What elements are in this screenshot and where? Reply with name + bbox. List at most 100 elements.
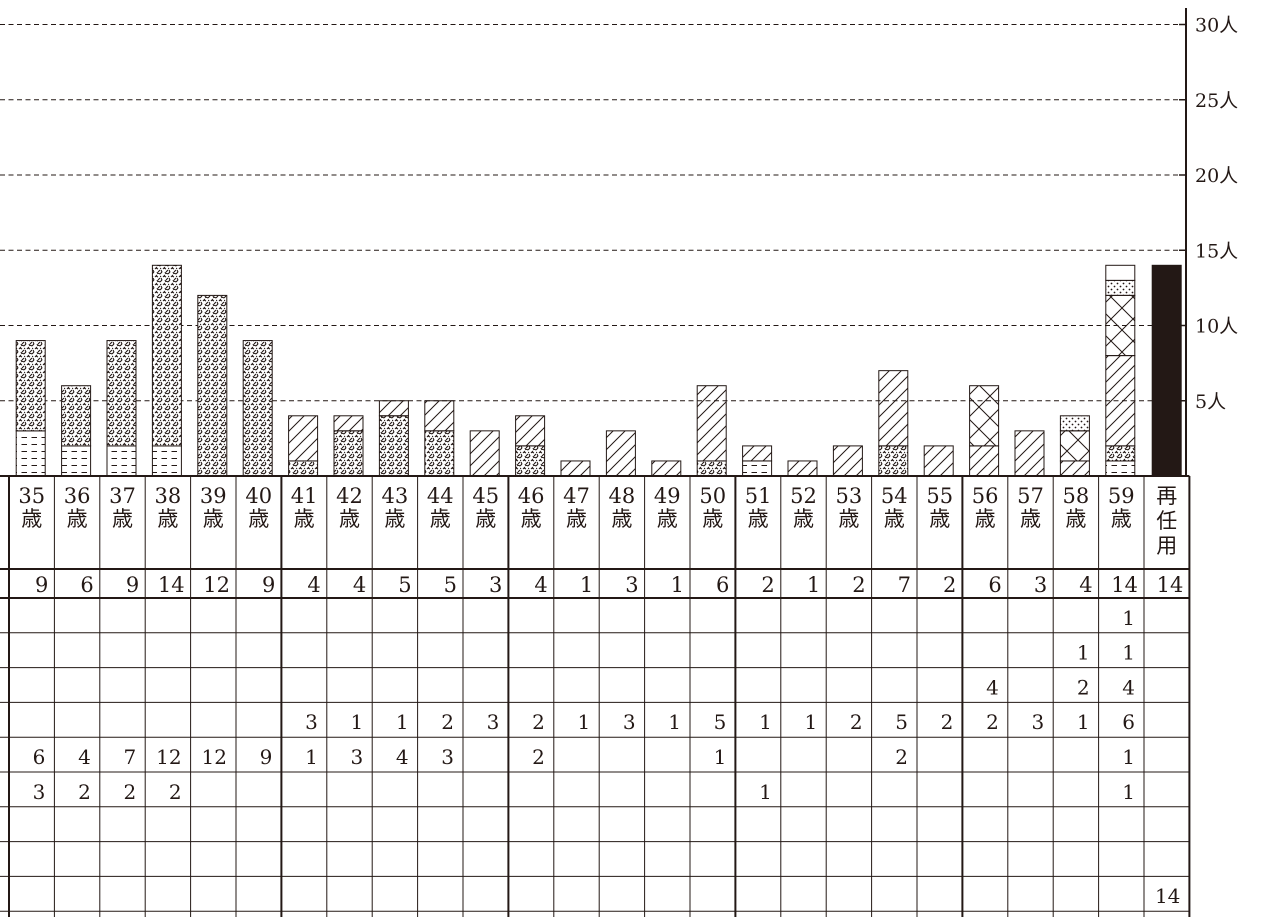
bar-segment — [61, 385, 92, 447]
total-label: 4 — [307, 573, 320, 597]
bar-segment — [969, 385, 1000, 447]
bar-segment — [1059, 460, 1090, 477]
category-label: 55 — [926, 484, 953, 508]
data-label: 5 — [714, 710, 727, 734]
total-label: 4 — [1079, 573, 1092, 597]
category-label: 歳 — [112, 507, 133, 531]
data-label: 2 — [941, 710, 954, 734]
category-label: 45 — [472, 484, 499, 508]
bar-segment — [1059, 415, 1090, 432]
data-label: 4 — [396, 745, 409, 769]
bar-segment — [651, 460, 682, 477]
data-label: 3 — [623, 710, 636, 734]
data-label: 1 — [1122, 641, 1135, 665]
data-label: 4 — [78, 745, 91, 769]
category-label: 49 — [654, 484, 681, 508]
data-label: 1 — [1122, 745, 1135, 769]
data-label: 2 — [441, 710, 454, 734]
data-label: 1 — [1077, 641, 1090, 665]
data-label: 2 — [532, 710, 545, 734]
bar-segment — [106, 340, 137, 447]
category-label: 歳 — [203, 507, 224, 531]
bar-segment — [878, 445, 909, 477]
category-label: 歳 — [294, 507, 315, 531]
data-label: 2 — [895, 745, 908, 769]
category-label: 歳 — [521, 507, 542, 531]
bar-segment — [742, 445, 773, 462]
category-label: 40 — [245, 484, 272, 508]
total-label: 5 — [444, 573, 457, 597]
total-label: 12 — [203, 573, 230, 597]
total-label: 1 — [671, 573, 684, 597]
category-label: 歳 — [67, 507, 88, 531]
data-label: 1 — [759, 780, 772, 804]
bar-segment — [1105, 279, 1136, 296]
data-label: 1 — [668, 710, 681, 734]
category-label: 57 — [1017, 484, 1044, 508]
bar-segment — [1105, 264, 1136, 281]
bar-segment — [61, 445, 92, 477]
data-label: 2 — [532, 745, 545, 769]
data-label: 14 — [1155, 884, 1180, 908]
total-label: 3 — [489, 573, 502, 597]
data-label: 2 — [123, 780, 136, 804]
category-label: 歳 — [975, 507, 996, 531]
total-label: 9 — [262, 573, 275, 597]
category-label: 54 — [881, 484, 908, 508]
data-label: 1 — [714, 745, 727, 769]
bar-segment — [15, 430, 46, 477]
bar-segment — [333, 415, 364, 432]
category-label: 歳 — [1065, 507, 1086, 531]
bar-segment — [1105, 355, 1136, 447]
bar-segment — [197, 294, 228, 477]
total-label: 14 — [158, 573, 185, 597]
category-label: 歳 — [748, 507, 769, 531]
total-label: 4 — [534, 573, 547, 597]
bar-segment — [288, 415, 319, 462]
data-label: 7 — [123, 745, 136, 769]
data-label: 3 — [1031, 710, 1044, 734]
category-label: 歳 — [929, 507, 950, 531]
category-label: 44 — [427, 484, 454, 508]
category-label: 歳 — [702, 507, 723, 531]
bar-segment — [151, 445, 182, 477]
total-label: 14 — [1157, 573, 1184, 597]
category-label: 59 — [1108, 484, 1135, 508]
y-tick-label: 15人 — [1195, 240, 1238, 262]
data-label: 2 — [850, 710, 863, 734]
bar-segment — [1105, 460, 1136, 477]
category-label: 歳 — [838, 507, 859, 531]
bar-segment — [923, 445, 954, 477]
bar-segment — [151, 264, 182, 447]
bar-segment — [969, 445, 1000, 477]
total-label: 2 — [852, 573, 865, 597]
data-label: 12 — [156, 745, 181, 769]
category-label: 歳 — [611, 507, 632, 531]
data-label: 1 — [350, 710, 363, 734]
total-label: 9 — [126, 573, 139, 597]
category-label: 歳 — [339, 507, 360, 531]
bar-segment — [696, 460, 727, 477]
category-label: 歳 — [157, 507, 178, 531]
total-label: 5 — [398, 573, 411, 597]
category-label: 58 — [1063, 484, 1090, 508]
bar-segment — [424, 430, 455, 477]
category-label: 50 — [699, 484, 726, 508]
data-label: 1 — [804, 710, 817, 734]
data-label: 12 — [202, 745, 227, 769]
total-label: 2 — [943, 573, 956, 597]
category-label: 41 — [291, 484, 318, 508]
total-label: 3 — [625, 573, 638, 597]
gridlines — [0, 24, 1180, 402]
bar-segment — [106, 445, 137, 477]
y-tick-label: 25人 — [1195, 90, 1238, 112]
category-label: 歳 — [430, 507, 451, 531]
total-label: 6 — [80, 573, 93, 597]
bar-segment — [242, 340, 273, 477]
total-label: 1 — [807, 573, 820, 597]
category-label: 37 — [109, 484, 136, 508]
category-label: 歳 — [248, 507, 269, 531]
category-label: 再 — [1156, 484, 1177, 508]
bar-segment — [469, 430, 500, 477]
